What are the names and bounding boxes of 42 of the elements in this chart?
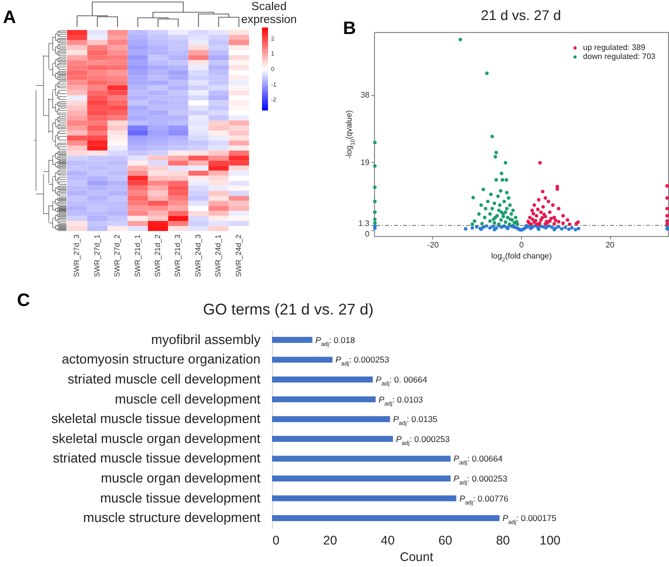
y-tick-label: muscle cell development [114,391,261,406]
y-tick-label: 1.3 [358,218,370,228]
legend-label: up regulated: 389 [583,43,646,52]
y-tick-label: striated muscle cell development [68,372,261,386]
x-tick-label: 100 [540,534,561,548]
x-tick-label: 20 [606,240,616,250]
annotation: P$_{adj}$: 0.018 [315,334,356,348]
text: C [17,290,30,310]
chart-title: 21 d vs. 27 d [480,7,562,23]
legend-label: down regulated: 703 [583,52,656,61]
x-tick-label: 20 [323,534,338,548]
x-tick-label: 0 [272,534,280,548]
y-tick-label: skeletal muscle tissue development [51,411,261,426]
text: A [3,7,16,27]
x-axis-title: log$_{2}$(fold change) [491,252,552,264]
y-tick-label: skeletal muscle organ development [52,430,261,446]
y-tick-label: 38 [360,90,370,100]
y-tick-label: striated muscle tissue development [52,450,261,466]
x-tick-label: 40 [380,534,395,548]
y-tick-label: muscle structure development [83,510,261,526]
annotation: P$_{adj}$: 0.000253 [396,434,450,447]
color-bar-title: Scaled expression [241,1,297,26]
y-tick-label: muscle tissue development [100,490,261,506]
annotation: P$_{adj}$: 0.0103 [378,394,424,408]
x-axis-title: Count [400,550,434,564]
y-tick-label: actomyosin structure organization [62,352,260,367]
annotation: P$_{adj}$: 0.00664 [454,454,503,467]
y-tick-label: myofibril assembly [151,332,261,347]
y-tick-label: muscle organ development [100,470,261,486]
annotation: P$_{adj}$: 0.000253 [454,474,508,486]
x-tick-label: 80 [496,534,510,548]
x-tick-label: -20 [427,240,440,250]
chart-title: GO terms (21 d vs. 27 d) [203,302,374,318]
text: B [343,18,356,38]
x-tick-label: 60 [438,534,452,548]
y-tick-label: 19 [360,158,370,167]
x-tick-label: 0 [519,240,524,250]
annotation: P$_{adj}$: 0.00776 [459,493,509,506]
annotation: P$_{adj}$: 0.000253 [335,354,390,368]
annotation: P$_{adj}$: 0.000175 [502,513,557,526]
annotation: P$_{adj}$: 0. 00664 [376,374,428,388]
annotation: P$_{adj}$: 0.0135 [393,414,438,428]
